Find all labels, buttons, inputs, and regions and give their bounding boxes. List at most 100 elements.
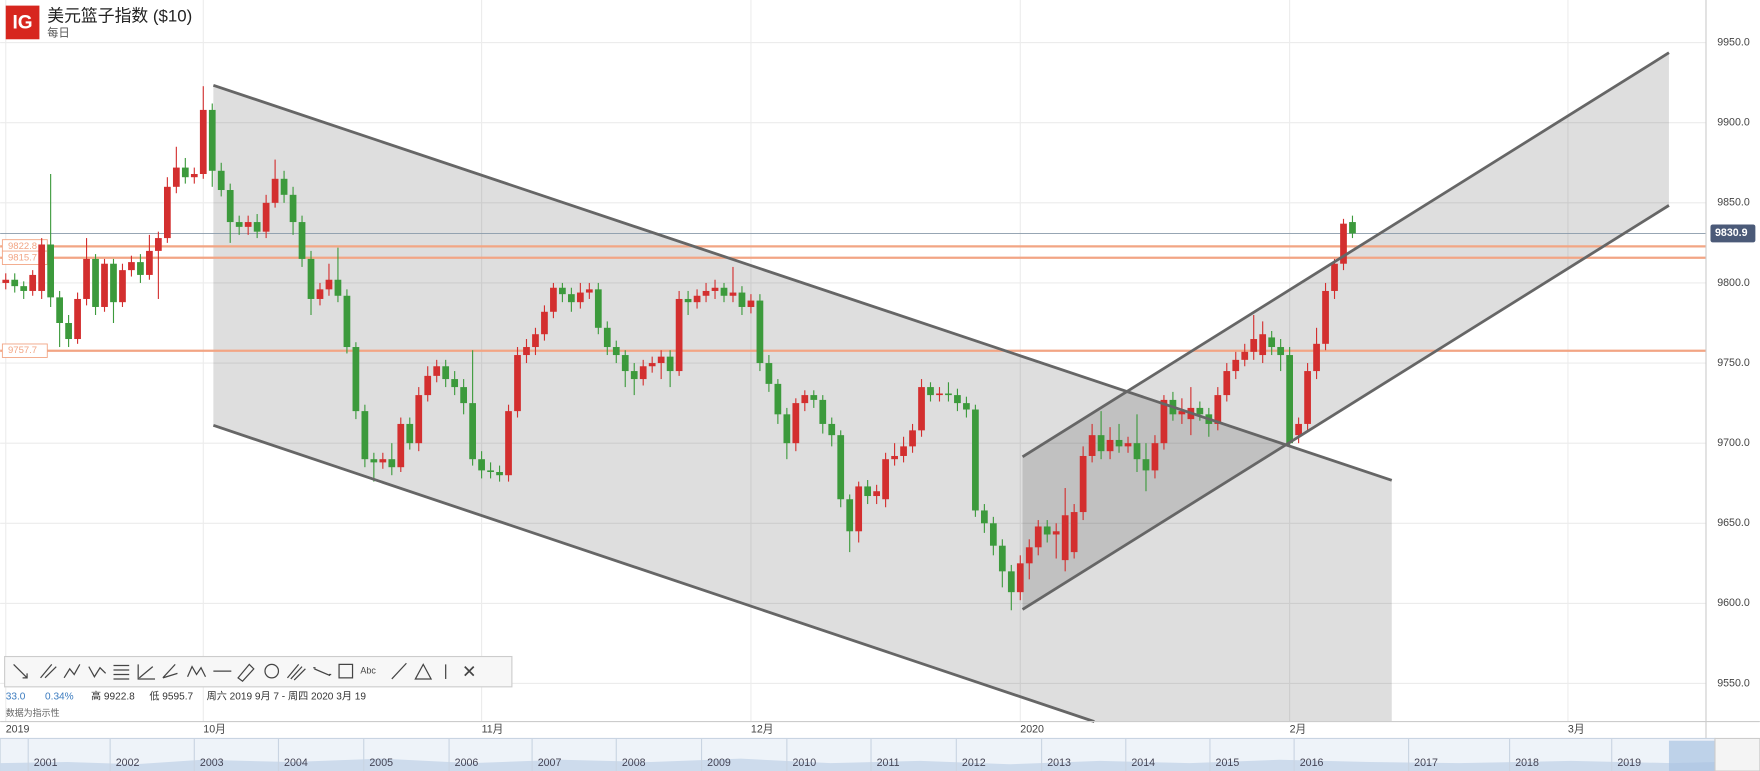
x-tick-label: 2020: [1020, 723, 1044, 735]
candle-body: [478, 459, 485, 471]
note: 数据为指示性: [6, 707, 60, 718]
candle-body: [379, 459, 387, 463]
x-tick-label: 3月: [1568, 723, 1585, 735]
navigator-year: 2003: [200, 757, 224, 769]
candle-body: [612, 347, 620, 356]
candle-body: [11, 279, 19, 287]
candle-body: [1043, 526, 1051, 535]
trend-line[interactable]: [1021, 51, 1670, 458]
candle-body: [541, 311, 548, 335]
candle-body: [729, 292, 737, 296]
candle-body: [900, 446, 907, 456]
navigator-window[interactable]: [1668, 740, 1715, 771]
candle-body: [1259, 334, 1267, 356]
y-tick-label: 9850.0: [1717, 197, 1750, 209]
candle-body: [981, 510, 988, 524]
toolbar: Abc: [4, 655, 513, 688]
candle-body: [1295, 423, 1302, 436]
candle-body: [388, 459, 396, 468]
candle-body: [810, 395, 818, 400]
candle-body: [1052, 531, 1060, 535]
candle-body: [47, 244, 55, 298]
navigator-year: 2008: [622, 757, 646, 769]
candle-body: [1241, 351, 1249, 360]
candle-body: [83, 258, 90, 299]
candle-body: [1214, 395, 1222, 424]
candle-body: [954, 395, 961, 404]
x-tick-label: 2月: [1290, 723, 1307, 735]
candle-body: [496, 472, 503, 476]
trend-line[interactable]: [212, 424, 1095, 723]
navigator-year: 2016: [1300, 757, 1324, 769]
candle-body: [576, 292, 584, 303]
level-label-box: [1, 343, 48, 358]
candle-body: [639, 366, 647, 380]
change: 33.0: [6, 692, 26, 703]
candle-body: [891, 455, 898, 460]
navigator-year: 2002: [116, 757, 140, 769]
candle-body: [424, 375, 432, 396]
change-pct: 0.34%: [45, 692, 74, 703]
candle-body: [621, 355, 629, 372]
tool-icons[interactable]: [13, 662, 475, 683]
y-tick-label: 9800.0: [1717, 277, 1750, 289]
candle-body: [936, 393, 943, 396]
level-label: 9815.7: [8, 252, 37, 263]
x-tick-label: 11月: [482, 723, 504, 735]
text-tool[interactable]: Abc: [360, 665, 376, 675]
candle-body: [163, 186, 171, 239]
logo: [5, 5, 40, 40]
candle-body: [1106, 439, 1114, 452]
candle-body: [235, 222, 243, 227]
navigator-year: 2015: [1216, 757, 1240, 769]
y-tick-label: 9550.0: [1717, 677, 1750, 689]
candle-body: [172, 167, 180, 187]
x-tick-label: 2019: [6, 723, 30, 735]
candle-body: [1088, 435, 1096, 456]
navigator-year: 2018: [1515, 757, 1539, 769]
last-price-box: [1710, 224, 1756, 243]
candle-body: [199, 109, 207, 174]
candle-body: [289, 194, 297, 223]
candle-body: [1124, 443, 1132, 447]
candle-body: [352, 347, 360, 412]
candle-body: [864, 486, 872, 497]
candle-body: [451, 379, 459, 388]
y-tick-label: 9900.0: [1717, 117, 1750, 129]
candle-body: [1034, 526, 1042, 548]
candle-body: [361, 411, 369, 460]
navigator-year: 2014: [1131, 757, 1155, 769]
candle-body: [998, 545, 1006, 572]
trend-line[interactable]: [212, 83, 1393, 482]
navigator-end: [1714, 737, 1760, 771]
candle-body: [442, 366, 450, 380]
y-tick-label: 9700.0: [1717, 437, 1750, 449]
candle-body: [801, 395, 809, 404]
candle-body: [702, 290, 710, 296]
candle-body: [1115, 439, 1123, 447]
candle-body: [568, 294, 575, 303]
candle-body: [101, 263, 108, 307]
candle-body: [1196, 407, 1204, 415]
level-label: 9822.8: [8, 241, 37, 252]
navigator-year: 2005: [369, 757, 393, 769]
candle-body: [469, 403, 476, 460]
candle-body: [1349, 222, 1356, 234]
y-tick-label: 9750.0: [1717, 357, 1750, 369]
candle-body: [433, 366, 441, 376]
candle-body: [945, 393, 952, 396]
date-range: 周六 2019 9月 7 - 周四 2020 3月 19: [207, 691, 367, 703]
candle-body: [918, 387, 925, 431]
x-tick-label: 10月: [203, 723, 226, 735]
navigator-year: 2007: [538, 757, 562, 769]
candle-body: [594, 289, 602, 328]
candle-body: [675, 298, 683, 372]
candle-body: [1340, 223, 1347, 264]
candle-body: [1079, 455, 1087, 513]
candle-body: [837, 435, 845, 500]
candle-body: [1160, 399, 1168, 444]
candle-body: [1313, 343, 1320, 372]
trend-line[interactable]: [1021, 204, 1670, 611]
candle-body: [1007, 571, 1015, 593]
